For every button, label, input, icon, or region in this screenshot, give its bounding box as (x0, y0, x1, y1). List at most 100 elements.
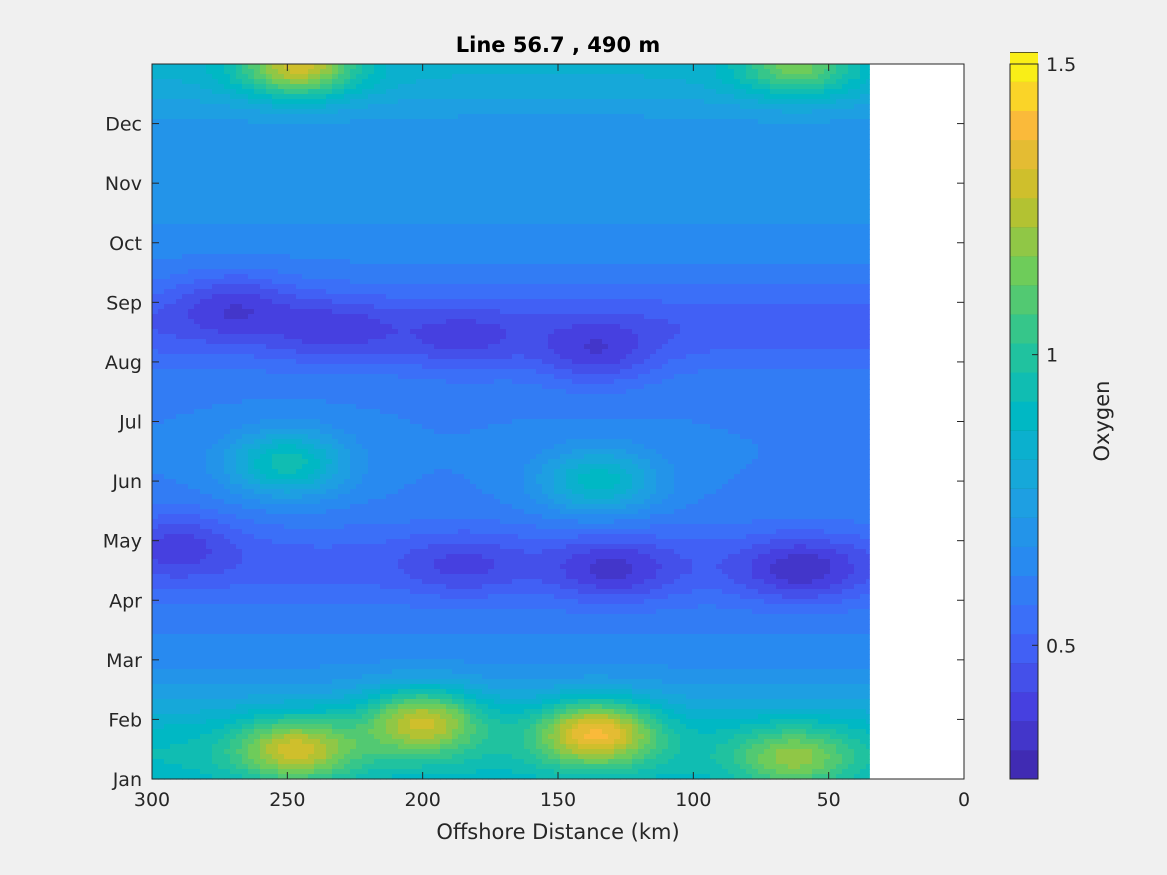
contour-cell (746, 249, 753, 255)
contour-cell (830, 94, 837, 100)
contour-cell (764, 244, 771, 250)
contour-cell (236, 74, 243, 80)
contour-cell (392, 189, 399, 195)
contour-cell (770, 184, 777, 190)
contour-cell (470, 144, 477, 150)
contour-cell (812, 259, 819, 265)
contour-cell (632, 159, 639, 165)
contour-cell (800, 159, 807, 165)
contour-cell (386, 199, 393, 205)
contour-cell (506, 89, 513, 95)
contour-cell (542, 209, 549, 215)
contour-cell (656, 234, 663, 240)
contour-cell (572, 244, 579, 250)
contour-cell (242, 139, 249, 145)
contour-cell (410, 144, 417, 150)
contour-cell (398, 159, 405, 165)
contour-cell (554, 209, 561, 215)
contour-cell (578, 254, 585, 260)
contour-cell (674, 239, 681, 245)
contour-cell (800, 204, 807, 210)
contour-cell (836, 239, 843, 245)
contour-cell (638, 249, 645, 255)
contour-cell (152, 264, 159, 270)
contour-cell (278, 239, 285, 245)
contour-cell (182, 159, 189, 165)
contour-cell (698, 214, 705, 220)
contour-cell (422, 164, 429, 170)
contour-cell (584, 149, 591, 155)
contour-cell (542, 204, 549, 210)
contour-cell (446, 204, 453, 210)
contour-cell (494, 89, 501, 95)
contour-cell (458, 214, 465, 220)
contour-cell (254, 79, 261, 85)
contour-cell (746, 154, 753, 160)
contour-cell (710, 204, 717, 210)
contour-cell (530, 209, 537, 215)
contour-cell (398, 89, 405, 95)
contour-cell (722, 264, 729, 270)
contour-cell (482, 184, 489, 190)
contour-cell (176, 139, 183, 145)
contour-cell (794, 229, 801, 235)
contour-cell (416, 214, 423, 220)
contour-cell (416, 64, 423, 70)
contour-cell (734, 219, 741, 225)
contour-cell (194, 239, 201, 245)
contour-cell (842, 89, 849, 95)
contour-cell (704, 109, 711, 115)
contour-cell (686, 64, 693, 70)
contour-cell (782, 104, 789, 110)
contour-cell (452, 124, 459, 130)
contour-cell (644, 164, 651, 170)
contour-cell (536, 224, 543, 230)
contour-cell (314, 164, 321, 170)
contour-cell (368, 94, 375, 100)
contour-cell (164, 209, 171, 215)
contour-cell (578, 164, 585, 170)
contour-cell (596, 229, 603, 235)
contour-cell (848, 149, 855, 155)
contour-cell (398, 104, 405, 110)
contour-cell (410, 99, 417, 105)
contour-cell (248, 69, 255, 75)
contour-cell (188, 174, 195, 180)
contour-cell (176, 109, 183, 115)
contour-cell (794, 114, 801, 120)
contour-cell (494, 234, 501, 240)
contour-cell (350, 119, 357, 125)
contour-cell (200, 64, 207, 70)
contour-cell (290, 89, 297, 95)
contour-cell (320, 69, 327, 75)
contour-cell (716, 74, 723, 80)
contour-cell (788, 89, 795, 95)
contour-cell (422, 89, 429, 95)
contour-cell (164, 134, 171, 140)
contour-cell (542, 254, 549, 260)
contour-cell (728, 154, 735, 160)
contour-cell (362, 154, 369, 160)
contour-cell (854, 144, 861, 150)
contour-cell (434, 244, 441, 250)
contour-cell (494, 184, 501, 190)
contour-cell (350, 64, 357, 70)
contour-cell (602, 259, 609, 265)
contour-cell (446, 69, 453, 75)
contour-cell (680, 94, 687, 100)
contour-cell (770, 134, 777, 140)
contour-cell (338, 79, 345, 85)
contour-cell (314, 209, 321, 215)
contour-cell (482, 179, 489, 185)
contour-cell (254, 269, 261, 275)
contour-cell (554, 149, 561, 155)
contour-cell (428, 99, 435, 105)
contour-cell (458, 259, 465, 265)
contour-cell (536, 179, 543, 185)
contour-cell (212, 74, 219, 80)
contour-cell (254, 234, 261, 240)
contour-cell (350, 184, 357, 190)
contour-cell (482, 64, 489, 70)
contour-cell (188, 144, 195, 150)
contour-cell (764, 209, 771, 215)
